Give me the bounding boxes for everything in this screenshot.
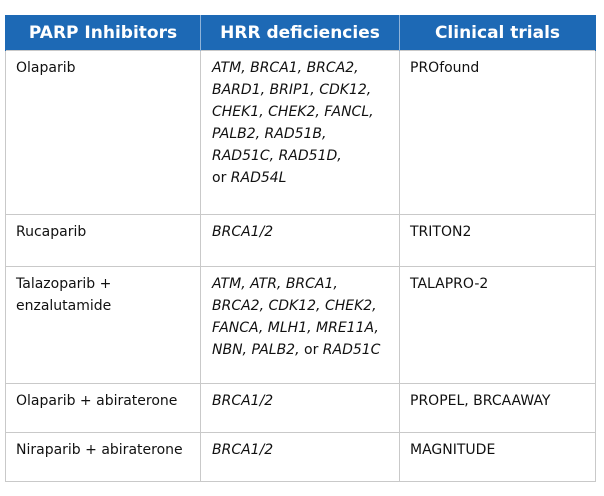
hrr-line: FANCA, MLH1, MRE11A, <box>212 320 379 336</box>
header-hrr-deficiencies: HRR deficiencies <box>200 15 400 51</box>
trials-cell: TRITON2 <box>399 214 596 267</box>
trials-cell: PROPEL, BRCAAWAY <box>399 383 596 433</box>
hrr-line: CHEK1, CHEK2, FANCL, <box>212 104 374 120</box>
trials-cell: TALAPRO-2 <box>399 266 596 384</box>
table-row: Olaparib + abiraterone BRCA1/2 PROPEL, B… <box>5 383 596 433</box>
inhibitor-cell: Olaparib + abiraterone <box>5 383 201 433</box>
parp-inhibitors-table-container: PARP Inhibitors HRR deficiencies Clinica… <box>5 15 596 482</box>
hrr-conjunction: or <box>304 342 319 358</box>
inhibitor-cell: Olaparib <box>5 50 201 215</box>
inhibitor-cell: Talazoparib + enzalutamide <box>5 266 201 384</box>
hrr-cell: ATM, BRCA1, BRCA2, BARD1, BRIP1, CDK12, … <box>200 50 400 215</box>
trials-cell: PROfound <box>399 50 596 215</box>
trials-cell: MAGNITUDE <box>399 432 596 482</box>
header-parp-inhibitors: PARP Inhibitors <box>5 15 201 51</box>
hrr-line: RAD51C <box>322 342 381 358</box>
table-row: Talazoparib + enzalutamide ATM, ATR, BRC… <box>5 266 596 384</box>
hrr-cell: ATM, ATR, BRCA1, BRCA2, CDK12, CHEK2, FA… <box>200 266 400 384</box>
hrr-line: BRCA2, CDK12, CHEK2, <box>212 298 377 314</box>
table-row: Niraparib + abiraterone BRCA1/2 MAGNITUD… <box>5 432 596 482</box>
header-row: PARP Inhibitors HRR deficiencies Clinica… <box>5 15 596 51</box>
hrr-cell: BRCA1/2 <box>200 432 400 482</box>
hrr-line: PALB2, RAD51B, <box>212 126 327 142</box>
table-row: Rucaparib BRCA1/2 TRITON2 <box>5 214 596 267</box>
parp-inhibitors-table: PARP Inhibitors HRR deficiencies Clinica… <box>5 15 596 482</box>
hrr-cell: BRCA1/2 <box>200 214 400 267</box>
hrr-line: ATM, ATR, BRCA1, <box>212 276 338 292</box>
hrr-cell: BRCA1/2 <box>200 383 400 433</box>
hrr-line: NBN, PALB2, <box>212 342 300 358</box>
inhibitor-cell: Rucaparib <box>5 214 201 267</box>
hrr-line: BARD1, BRIP1, CDK12, <box>212 82 372 98</box>
hrr-line: RAD54L <box>230 170 287 186</box>
hrr-line: ATM, BRCA1, BRCA2, <box>212 60 359 76</box>
table-row: Olaparib ATM, BRCA1, BRCA2, BARD1, BRIP1… <box>5 50 596 215</box>
inhibitor-cell: Niraparib + abiraterone <box>5 432 201 482</box>
hrr-line: RAD51C, RAD51D, <box>212 148 342 164</box>
header-clinical-trials: Clinical trials <box>399 15 596 51</box>
hrr-conjunction: or <box>212 170 227 186</box>
